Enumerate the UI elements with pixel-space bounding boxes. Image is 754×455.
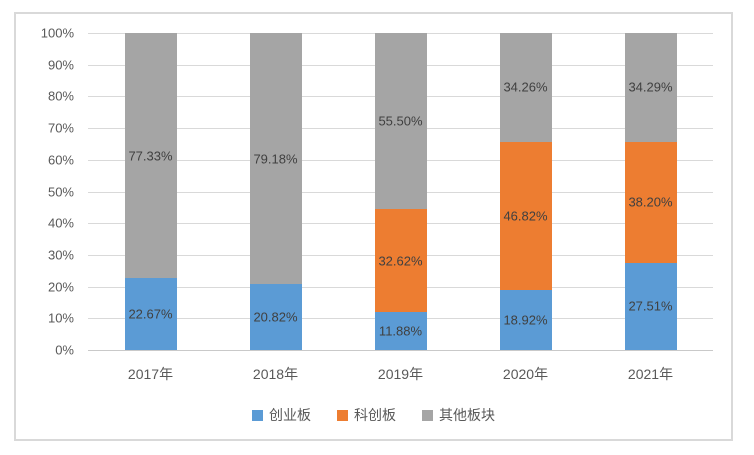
bar-segment-创业板: 18.92% bbox=[499, 290, 552, 350]
y-axis-tick-label: 70% bbox=[47, 120, 74, 136]
bar-segment-其他板块: 55.50% bbox=[374, 33, 427, 209]
data-label: 22.67% bbox=[128, 306, 173, 322]
legend-label: 创业板 bbox=[269, 407, 311, 423]
bar-segment-科创板: 38.20% bbox=[624, 141, 677, 263]
legend-item-创业板: 创业板 bbox=[252, 405, 311, 425]
legend: 创业板 科创板 其他板块 bbox=[16, 405, 731, 425]
y-axis-tick-label: 60% bbox=[47, 152, 74, 168]
legend-marker-icon bbox=[252, 409, 263, 421]
legend-label: 其他板块 bbox=[439, 407, 495, 423]
bar-segment-科创板: 46.82% bbox=[499, 141, 552, 291]
y-axis-tick-label: 20% bbox=[47, 279, 74, 295]
data-label: 77.33% bbox=[128, 148, 173, 164]
bar-stack-2020年: 18.92% 46.82% 34.26% bbox=[499, 33, 552, 350]
data-label: 79.18% bbox=[253, 151, 298, 167]
x-axis-category-label: 2018年 bbox=[252, 366, 299, 382]
data-label: 32.62% bbox=[378, 253, 423, 269]
legend-item-科创板: 科创板 bbox=[337, 405, 396, 425]
bar-stack-2017年: 22.67% 77.33% bbox=[124, 33, 177, 350]
y-axis-tick-label: 30% bbox=[47, 247, 74, 263]
x-axis-category-label: 2021年 bbox=[627, 366, 674, 382]
data-label: 46.82% bbox=[503, 208, 548, 224]
data-label: 18.92% bbox=[503, 312, 548, 328]
y-axis-tick-label: 0% bbox=[55, 342, 74, 358]
y-axis-tick-label: 50% bbox=[47, 184, 74, 199]
y-axis-tick-label: 80% bbox=[47, 88, 74, 104]
data-label: 11.88% bbox=[378, 323, 423, 339]
x-axis-line bbox=[88, 350, 713, 351]
legend-label: 科创板 bbox=[354, 407, 396, 423]
legend-item-其他板块: 其他板块 bbox=[422, 405, 495, 425]
chart-frame: 22.67% 77.33% 20.82% 79.18% 11.88% 32.62% 55.5… bbox=[14, 12, 733, 441]
bar-segment-其他板块: 34.29% bbox=[624, 33, 677, 142]
data-label: 34.26% bbox=[503, 79, 548, 95]
x-axis-category-label: 2019年 bbox=[377, 366, 424, 382]
bar-segment-其他板块: 79.18% bbox=[249, 33, 302, 285]
bar-segment-其他板块: 34.26% bbox=[499, 33, 552, 142]
bar-stack-2019年: 11.88% 32.62% 55.50% bbox=[374, 33, 427, 350]
y-axis-tick-label: 90% bbox=[47, 57, 74, 73]
data-label: 55.50% bbox=[378, 113, 423, 129]
data-label: 20.82% bbox=[253, 309, 298, 325]
bar-segment-创业板: 22.67% bbox=[124, 278, 177, 350]
x-axis-category-label: 2020年 bbox=[502, 366, 549, 382]
x-axis-category-label: 2017年 bbox=[127, 366, 174, 382]
bar-segment-创业板: 11.88% bbox=[374, 312, 427, 350]
y-axis-tick-label: 10% bbox=[47, 310, 74, 326]
legend-marker-icon bbox=[422, 409, 433, 421]
legend-marker-icon bbox=[337, 409, 348, 421]
bar-segment-创业板: 27.51% bbox=[624, 262, 677, 350]
data-label: 27.51% bbox=[628, 298, 673, 314]
bar-stack-2018年: 20.82% 79.18% bbox=[249, 33, 302, 350]
bar-segment-创业板: 20.82% bbox=[249, 284, 302, 350]
bar-segment-科创板: 32.62% bbox=[374, 208, 427, 313]
data-label: 38.20% bbox=[628, 194, 673, 210]
y-axis-tick-label: 100% bbox=[40, 25, 74, 41]
data-label: 34.29% bbox=[628, 79, 673, 95]
plot-area: 22.67% 77.33% 20.82% 79.18% 11.88% 32.62% 55.5… bbox=[88, 33, 713, 351]
bar-stack-2021年: 27.51% 38.20% 34.29% bbox=[624, 33, 677, 350]
y-axis-tick-label: 40% bbox=[47, 215, 74, 231]
bar-segment-其他板块: 77.33% bbox=[124, 33, 177, 279]
